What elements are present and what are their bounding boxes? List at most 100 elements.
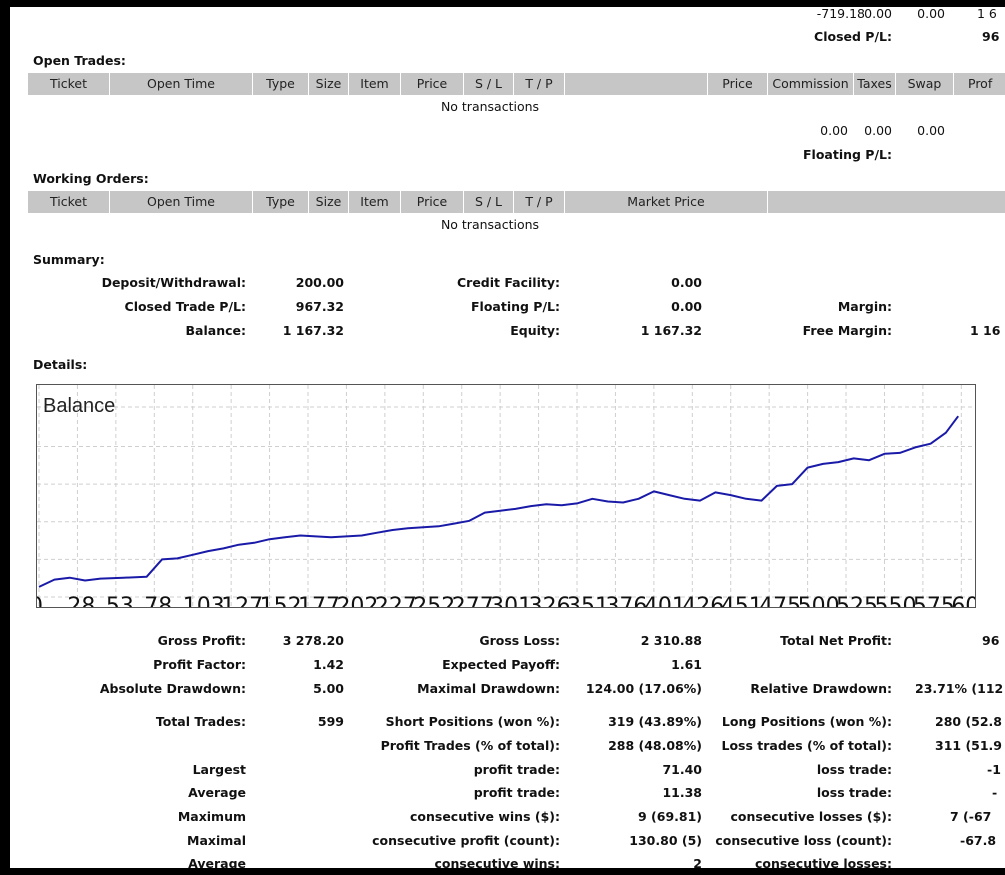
col-item: Item xyxy=(349,191,401,213)
largest-profit-value: 71.40 xyxy=(662,762,702,777)
average-profit-value: 11.38 xyxy=(662,785,702,800)
x-tick-label: 525 xyxy=(836,594,878,607)
average2-label: Average xyxy=(188,856,246,868)
avg-wins-label: consecutive wins: xyxy=(434,856,560,868)
x-tick-label: 301 xyxy=(490,594,532,607)
col-open-time: Open Time xyxy=(110,191,253,213)
col-ticket: Ticket xyxy=(28,73,110,95)
working-orders-title: Working Orders: xyxy=(33,171,149,186)
long-positions-value: 280 (52.8 xyxy=(935,714,1002,729)
gross-loss-label: Gross Loss: xyxy=(479,633,560,648)
x-tick-label: 376 xyxy=(605,594,647,607)
closed-trade-value: 967.32 xyxy=(295,299,344,314)
profit-trades-label: Profit Trades (% of total): xyxy=(380,738,560,753)
col-blank xyxy=(768,191,1005,213)
col-profit: Prof xyxy=(968,76,993,91)
rel-drawdown-label: Relative Drawdown: xyxy=(750,681,892,696)
x-tick-label: 78 xyxy=(144,594,172,607)
col-close-price: Price xyxy=(708,73,768,95)
summary-title: Summary: xyxy=(33,252,105,267)
x-tick-label: 500 xyxy=(798,594,840,607)
closed-pl-value: 96 xyxy=(982,29,1000,44)
deposit-label: Deposit/Withdrawal: xyxy=(101,275,246,290)
col-sl: S / L xyxy=(464,73,514,95)
col-blank xyxy=(565,73,708,95)
x-tick-label: 401 xyxy=(644,594,686,607)
floating-pl-label: Floating P/L: xyxy=(803,147,892,162)
col-size: Size xyxy=(309,191,349,213)
x-tick-label: 202 xyxy=(336,594,378,607)
largest-profit-label: profit trade: xyxy=(473,762,560,777)
total-net-label: Total Net Profit: xyxy=(780,633,892,648)
profit-factor-label: Profit Factor: xyxy=(153,657,246,672)
working-orders-header: Ticket Open Time Type Size Item Price S … xyxy=(28,191,1005,213)
x-tick-label: 426 xyxy=(682,594,724,607)
maximal-profit-value: 130.80 (5) xyxy=(629,833,702,848)
total-trades-label: Total Trades: xyxy=(155,714,246,729)
maximal-loss-value: -67.8 xyxy=(960,833,997,848)
free-margin-value: 1 16 xyxy=(970,323,1001,338)
col-sl: S / L xyxy=(464,191,514,213)
max-drawdown-label: Maximal Drawdown: xyxy=(417,681,560,696)
col-item: Item xyxy=(349,73,401,95)
col-price: Price xyxy=(401,191,464,213)
max-wins-label: consecutive wins ($): xyxy=(409,809,560,824)
loss-trades-value: 311 (51.9 xyxy=(935,738,1002,753)
max-drawdown-value: 124.00 (17.06%) xyxy=(585,681,702,696)
profit-trades-value: 288 (48.08%) xyxy=(608,738,702,753)
maximal-profit-label: consecutive profit (count): xyxy=(372,833,560,848)
max-losses-value: 7 (-67 xyxy=(950,809,992,824)
chart-title: Balance xyxy=(43,395,115,417)
abs-drawdown-label: Absolute Drawdown: xyxy=(99,681,246,696)
open-taxes-total: 0.00 xyxy=(864,123,892,138)
x-tick-label: 326 xyxy=(529,594,571,607)
total-trades-value: 599 xyxy=(317,714,344,729)
col-open-time: Open Time xyxy=(110,73,253,95)
x-tick-label: 0 xyxy=(37,594,43,607)
closed-pl-label: Closed P/L: xyxy=(814,29,892,44)
x-tick-label: 53 xyxy=(106,594,134,607)
details-title: Details: xyxy=(33,357,88,372)
open-swap-total: 0.00 xyxy=(917,123,945,138)
x-tick-label: 277 xyxy=(452,594,494,607)
average-loss-label: loss trade: xyxy=(816,785,892,800)
expected-payoff-label: Expected Payoff: xyxy=(442,657,560,672)
col-swap: Swap xyxy=(896,73,954,95)
avg-wins-value: 2 xyxy=(693,856,702,868)
avg-losses-label: consecutive losses: xyxy=(754,856,892,868)
margin-label: Margin: xyxy=(837,299,892,314)
x-tick-label: 252 xyxy=(413,594,455,607)
col-market-price: Market Price xyxy=(565,191,768,213)
average-label: Average xyxy=(188,785,246,800)
x-tick-label: 177 xyxy=(298,594,340,607)
closed-profit-value: 1 6 xyxy=(977,7,997,21)
free-margin-label: Free Margin: xyxy=(802,323,892,338)
col-tp: T / P xyxy=(514,191,565,213)
gross-profit-value: 3 278.20 xyxy=(282,633,344,648)
deposit-value: 200.00 xyxy=(295,275,344,290)
expected-payoff-value: 1.61 xyxy=(671,657,702,672)
credit-value: 0.00 xyxy=(671,275,702,290)
largest-label: Largest xyxy=(192,762,246,777)
max-losses-label: consecutive losses ($): xyxy=(730,809,892,824)
col-tp: T / P xyxy=(514,73,565,95)
x-tick-label: 351 xyxy=(567,594,609,607)
balance-chart-svg: Balance118096576055535014502853781031271… xyxy=(37,385,975,607)
col-price: Price xyxy=(401,73,464,95)
summary-floating-value: 0.00 xyxy=(671,299,702,314)
x-tick-label: 600 xyxy=(951,594,975,607)
credit-label: Credit Facility: xyxy=(456,275,560,290)
short-positions-value: 319 (43.89%) xyxy=(608,714,702,729)
average-loss-value: - xyxy=(992,785,998,800)
largest-loss-label: loss trade: xyxy=(816,762,892,777)
closed-trade-label: Closed Trade P/L: xyxy=(124,299,246,314)
open-trades-empty: No transactions xyxy=(440,99,540,114)
col-commission: Commission xyxy=(768,73,854,95)
rel-drawdown-value: 23.71% (112 xyxy=(915,681,1004,696)
x-tick-label: 550 xyxy=(874,594,916,607)
x-tick-label: 475 xyxy=(759,594,801,607)
max-wins-value: 9 (69.81) xyxy=(637,809,702,824)
x-tick-label: 227 xyxy=(375,594,417,607)
equity-label: Equity: xyxy=(510,323,560,338)
col-taxes: Taxes xyxy=(854,73,896,95)
